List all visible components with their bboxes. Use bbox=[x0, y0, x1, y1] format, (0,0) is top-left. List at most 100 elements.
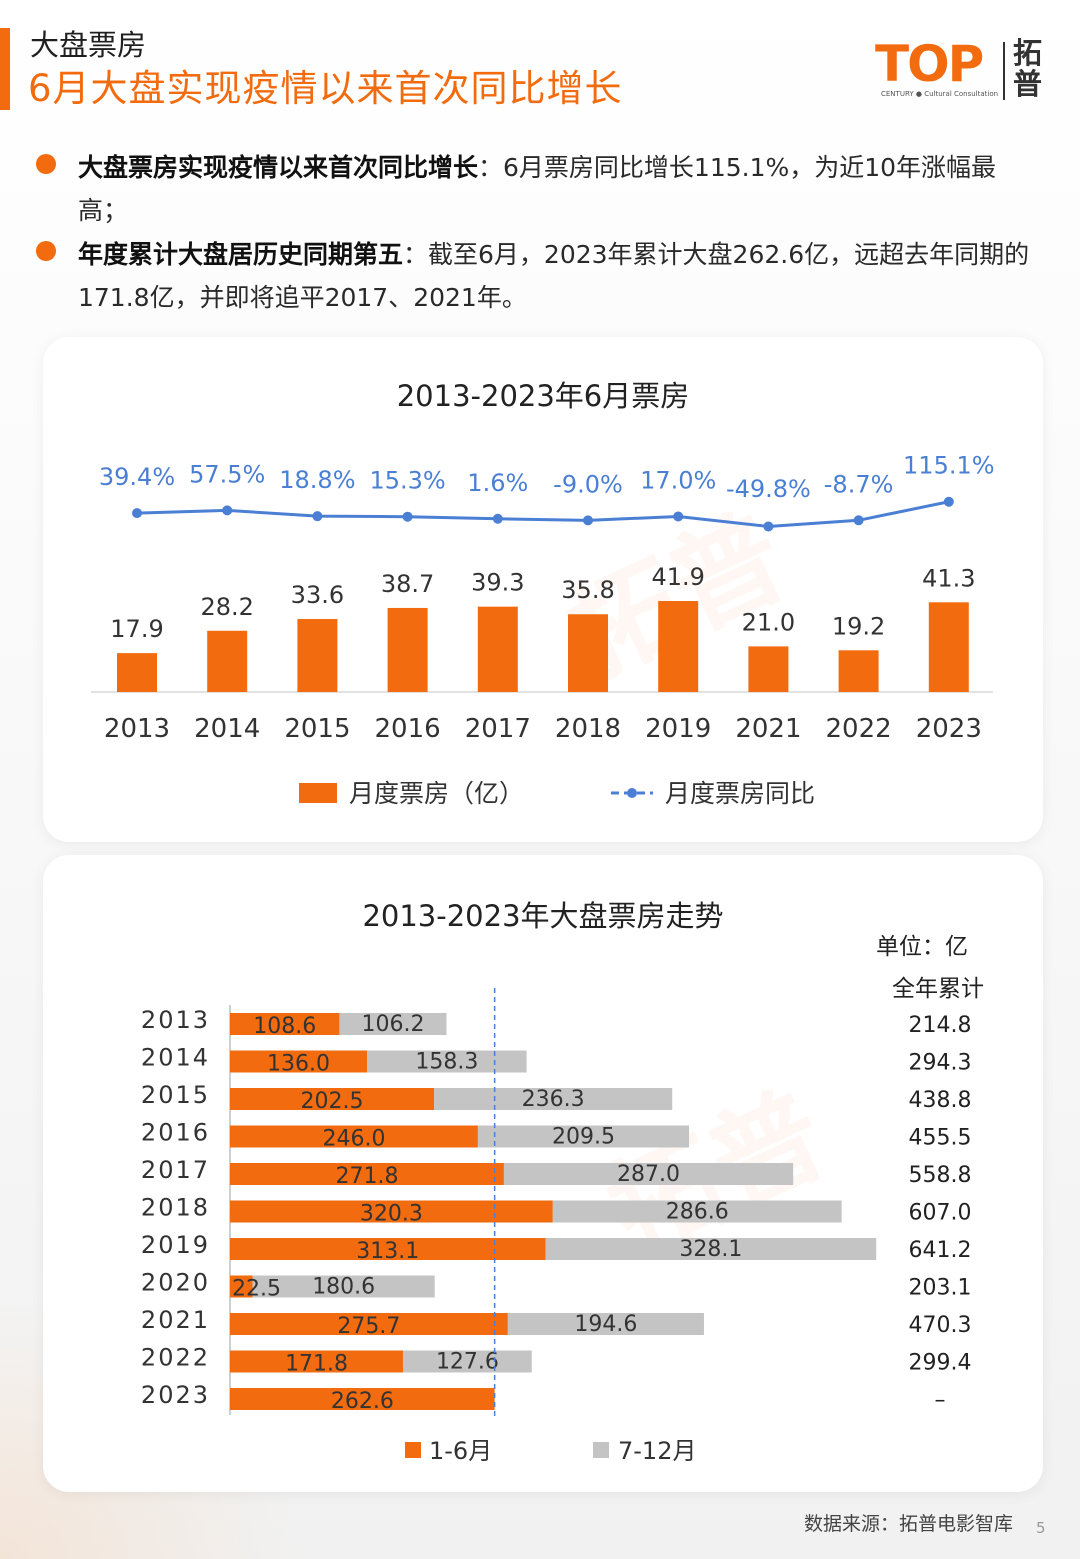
x-tick-label: 2022 bbox=[826, 714, 892, 744]
annual-total-value: 607.0 bbox=[909, 1201, 972, 1226]
yoy-growth-point bbox=[943, 496, 954, 507]
x-tick-label: 2016 bbox=[375, 714, 441, 744]
annual-total-value: 455.5 bbox=[909, 1126, 972, 1151]
bar-june-box-office bbox=[748, 646, 789, 692]
yearly-trend-card: 2013-2023年大盘票房走势 单位：亿 全年累计 拓普 2013 108.6 1… bbox=[43, 855, 1043, 1492]
bar-june-box-office bbox=[207, 630, 248, 692]
bar-second-half bbox=[477, 1125, 690, 1148]
legend-label: 1-6月 bbox=[429, 1437, 492, 1465]
y-tick-label: 2023 bbox=[141, 1381, 210, 1409]
legend-second-half-swatch bbox=[593, 1442, 609, 1458]
bullet-heading: 年度累计大盘居历史同期第五 bbox=[78, 240, 404, 269]
x-tick-label: 2015 bbox=[284, 714, 350, 744]
line-data-label: 18.8% bbox=[279, 466, 355, 494]
bar-second-half bbox=[507, 1313, 704, 1335]
yoy-growth-point bbox=[673, 511, 684, 522]
chart-title: 2013-2023年大盘票房走势 bbox=[362, 899, 724, 933]
bar-data-label: 41.9 bbox=[651, 563, 704, 591]
y-tick-label: 2020 bbox=[141, 1269, 210, 1297]
bar-first-half bbox=[230, 1088, 435, 1110]
bar-june-box-office bbox=[387, 607, 428, 692]
bar-june-box-office bbox=[658, 601, 699, 692]
chart-title: 2013-2023年6月票房 bbox=[396, 379, 690, 413]
bar-first-half bbox=[230, 1313, 508, 1335]
bar-second-half bbox=[503, 1163, 794, 1185]
bar-second-half-label: 158.3 bbox=[415, 1050, 478, 1075]
bar-second-half bbox=[367, 1050, 527, 1073]
section-label: 大盘票房 bbox=[30, 28, 147, 62]
bar-second-half bbox=[403, 1350, 532, 1373]
legend-line-marker bbox=[627, 788, 637, 798]
bullet-heading: 大盘票房实现疫情以来首次同比增长 bbox=[78, 153, 479, 182]
yoy-growth-point bbox=[853, 515, 864, 526]
bullet-body: ：6月票房同比增长115.1%，为近10年涨幅最高； bbox=[78, 153, 997, 225]
line-data-label: 17.0% bbox=[640, 466, 716, 494]
x-tick-label: 2014 bbox=[194, 714, 260, 744]
yoy-growth-point bbox=[492, 513, 503, 524]
legend-label: 月度票房同比 bbox=[665, 779, 815, 808]
logo-divider bbox=[1003, 42, 1005, 100]
y-tick-label: 2021 bbox=[141, 1306, 210, 1334]
y-tick-label: 2014 bbox=[141, 1044, 210, 1072]
bar-june-box-office bbox=[297, 619, 338, 692]
bar-first-half bbox=[230, 1125, 478, 1148]
bar-first-half-label: 108.6 bbox=[253, 1014, 316, 1039]
bullet-text: 大盘票房实现疫情以来首次同比增长：6月票房同比增长115.1%，为近10年涨幅最… bbox=[78, 146, 1046, 232]
bar-first-half-label: 136.0 bbox=[267, 1052, 330, 1077]
line-data-label: 57.5% bbox=[189, 460, 265, 488]
bar-june-box-office bbox=[477, 606, 518, 692]
bar-second-half bbox=[252, 1275, 435, 1298]
bar-data-label: 21.0 bbox=[742, 608, 795, 636]
yoy-growth-point bbox=[132, 508, 142, 519]
bar-data-label: 41.3 bbox=[922, 564, 975, 592]
annual-total-value: 299.4 bbox=[909, 1351, 972, 1376]
yoy-growth-point bbox=[222, 505, 233, 516]
line-data-label: -9.0% bbox=[553, 470, 623, 498]
bar-first-half-label: 202.5 bbox=[301, 1089, 364, 1114]
bar-june-box-office bbox=[928, 602, 969, 692]
legend-label: 月度票房（亿） bbox=[349, 779, 524, 808]
annual-total-value: 558.8 bbox=[909, 1163, 972, 1188]
x-tick-label: 2023 bbox=[916, 714, 982, 744]
line-data-label: 115.1% bbox=[903, 452, 995, 480]
legend-label: 7-12月 bbox=[618, 1437, 696, 1465]
bar-second-half bbox=[434, 1088, 673, 1110]
page-number: 5 bbox=[1036, 1519, 1046, 1537]
y-tick-label: 2015 bbox=[141, 1081, 210, 1109]
y-tick-label: 2022 bbox=[141, 1344, 210, 1372]
bar-june-box-office bbox=[117, 653, 157, 692]
bar-second-half-label: 127.6 bbox=[436, 1350, 499, 1375]
bar-second-half-label: 194.6 bbox=[574, 1312, 637, 1337]
annual-total-value: 203.1 bbox=[909, 1276, 972, 1301]
bar-first-half bbox=[230, 1350, 404, 1373]
bar-first-half-label: 275.7 bbox=[337, 1314, 400, 1339]
legend-first-half-swatch bbox=[405, 1442, 421, 1458]
y-tick-label: 2017 bbox=[141, 1156, 210, 1184]
y-tick-label: 2018 bbox=[141, 1194, 210, 1222]
annual-total-value: 214.8 bbox=[909, 1013, 972, 1038]
bar-data-label: 17.9 bbox=[110, 615, 163, 643]
bar-second-half-label: 286.6 bbox=[666, 1200, 729, 1225]
line-data-label: -8.7% bbox=[824, 470, 894, 498]
yearly-trend-chart: 2013 108.6 106.2 214.8 2014 136.0 158.3 294.3 20… bbox=[141, 988, 972, 1465]
bar-first-half-label: 171.8 bbox=[285, 1352, 348, 1377]
bar-data-label: 19.2 bbox=[832, 612, 885, 640]
bar-first-half-label: 262.6 bbox=[331, 1389, 394, 1414]
yoy-growth-point bbox=[402, 511, 413, 522]
line-data-label: -49.8% bbox=[726, 475, 811, 503]
x-tick-label: 2019 bbox=[645, 714, 711, 744]
bar-second-half-label: 180.6 bbox=[312, 1275, 375, 1300]
bar-first-half-label: 320.3 bbox=[360, 1202, 423, 1227]
annual-total-value: 641.2 bbox=[909, 1238, 972, 1263]
bar-second-half-label: 328.1 bbox=[679, 1237, 742, 1262]
june-box-office-card: 2013-2023年6月票房 拓普 17.9 2013 28.2 2014 33.6 20… bbox=[43, 337, 1043, 842]
bar-first-half bbox=[230, 1388, 495, 1410]
bar-first-half-label: 271.8 bbox=[335, 1164, 398, 1189]
bar-second-half-label: 236.3 bbox=[522, 1087, 585, 1112]
y-tick-label: 2019 bbox=[141, 1231, 210, 1259]
logo-chinese: 拓普 bbox=[1013, 36, 1043, 101]
bar-second-half-label: 287.0 bbox=[617, 1162, 680, 1187]
bullet-body: ：截至6月，2023年累计大盘262.6亿，远超去年同期的171.8亿，并即将追… bbox=[78, 240, 1030, 312]
logo-wordmark: TOP bbox=[875, 35, 984, 93]
bar-first-half-label: 313.1 bbox=[356, 1239, 419, 1264]
